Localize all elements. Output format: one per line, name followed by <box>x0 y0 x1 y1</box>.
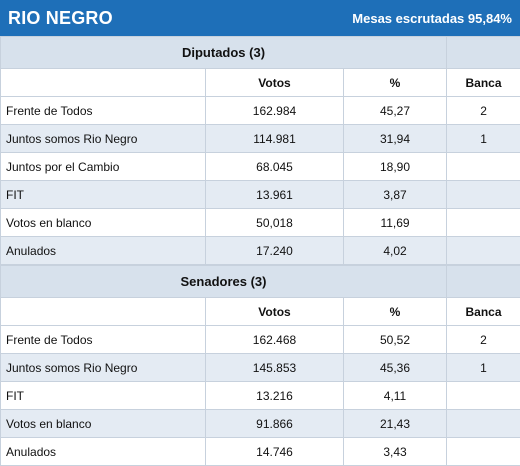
party-name-cell: FIT <box>1 181 206 209</box>
party-name-cell: Frente de Todos <box>1 326 206 354</box>
banca-cell <box>447 410 520 438</box>
party-name-cell: Votos en blanco <box>1 209 206 237</box>
banca-cell <box>447 438 520 466</box>
votos-cell: 13.961 <box>206 181 344 209</box>
province-title: RIO NEGRO <box>8 8 113 29</box>
party-name-cell: Votos en blanco <box>1 410 206 438</box>
banca-cell <box>447 181 520 209</box>
pct-header: % <box>344 69 447 97</box>
party-name-cell: Juntos somos Rio Negro <box>1 125 206 153</box>
pct-cell: 3,43 <box>344 438 447 466</box>
diputados-table: Diputados (3) Votos % Banca Frente de To… <box>0 36 520 265</box>
pct-cell: 31,94 <box>344 125 447 153</box>
banca-cell <box>447 382 520 410</box>
mesas-escrutadas: Mesas escrutadas 95,84% <box>352 11 512 26</box>
votos-cell: 14.746 <box>206 438 344 466</box>
party-name-cell: Juntos por el Cambio <box>1 153 206 181</box>
banca-cell <box>447 153 520 181</box>
banca-cell <box>447 209 520 237</box>
pct-cell: 4,11 <box>344 382 447 410</box>
party-name-cell: Anulados <box>1 438 206 466</box>
pct-cell: 50,52 <box>344 326 447 354</box>
party-header <box>1 69 206 97</box>
pct-cell: 18,90 <box>344 153 447 181</box>
votos-cell: 17.240 <box>206 237 344 265</box>
votos-cell: 68.045 <box>206 153 344 181</box>
party-name-cell: Juntos somos Rio Negro <box>1 354 206 382</box>
votos-header: Votos <box>206 69 344 97</box>
votos-cell: 162.468 <box>206 326 344 354</box>
senadores-section: Senadores (3) Votos % Banca Frente de To… <box>0 265 520 466</box>
senadores-title: Senadores (3) <box>1 266 447 298</box>
party-name-cell: Anulados <box>1 237 206 265</box>
diputados-title-row: Diputados (3) <box>1 37 520 69</box>
banca-cell: 1 <box>447 354 520 382</box>
votos-cell: 13.216 <box>206 382 344 410</box>
senadores-table: Senadores (3) Votos % Banca Frente de To… <box>0 265 520 466</box>
banca-header: Banca <box>447 298 520 326</box>
pct-cell: 45,36 <box>344 354 447 382</box>
banca-cell: 2 <box>447 97 520 125</box>
senadores-column-headers: Votos % Banca <box>1 298 520 326</box>
diputados-title: Diputados (3) <box>1 37 447 69</box>
banca-header: Banca <box>447 69 520 97</box>
votos-cell: 114.981 <box>206 125 344 153</box>
diputados-column-headers: Votos % Banca <box>1 69 520 97</box>
party-name-cell: Frente de Todos <box>1 97 206 125</box>
banca-cell <box>447 237 520 265</box>
pct-cell: 45,27 <box>344 97 447 125</box>
banca-cell: 2 <box>447 326 520 354</box>
votos-header: Votos <box>206 298 344 326</box>
pct-cell: 4,02 <box>344 237 447 265</box>
pct-header: % <box>344 298 447 326</box>
party-header <box>1 298 206 326</box>
pct-cell: 21,43 <box>344 410 447 438</box>
votos-cell: 50,018 <box>206 209 344 237</box>
diputados-section: Diputados (3) Votos % Banca Frente de To… <box>0 36 520 265</box>
votos-cell: 145.853 <box>206 354 344 382</box>
banca-cell: 1 <box>447 125 520 153</box>
party-name-cell: FIT <box>1 382 206 410</box>
title-blank-cell <box>447 37 520 69</box>
votos-cell: 91.866 <box>206 410 344 438</box>
header-bar: RIO NEGRO Mesas escrutadas 95,84% <box>0 0 520 36</box>
votos-cell: 162.984 <box>206 97 344 125</box>
pct-cell: 3,87 <box>344 181 447 209</box>
senadores-title-row: Senadores (3) <box>1 266 520 298</box>
pct-cell: 11,69 <box>344 209 447 237</box>
title-blank-cell <box>447 266 520 298</box>
